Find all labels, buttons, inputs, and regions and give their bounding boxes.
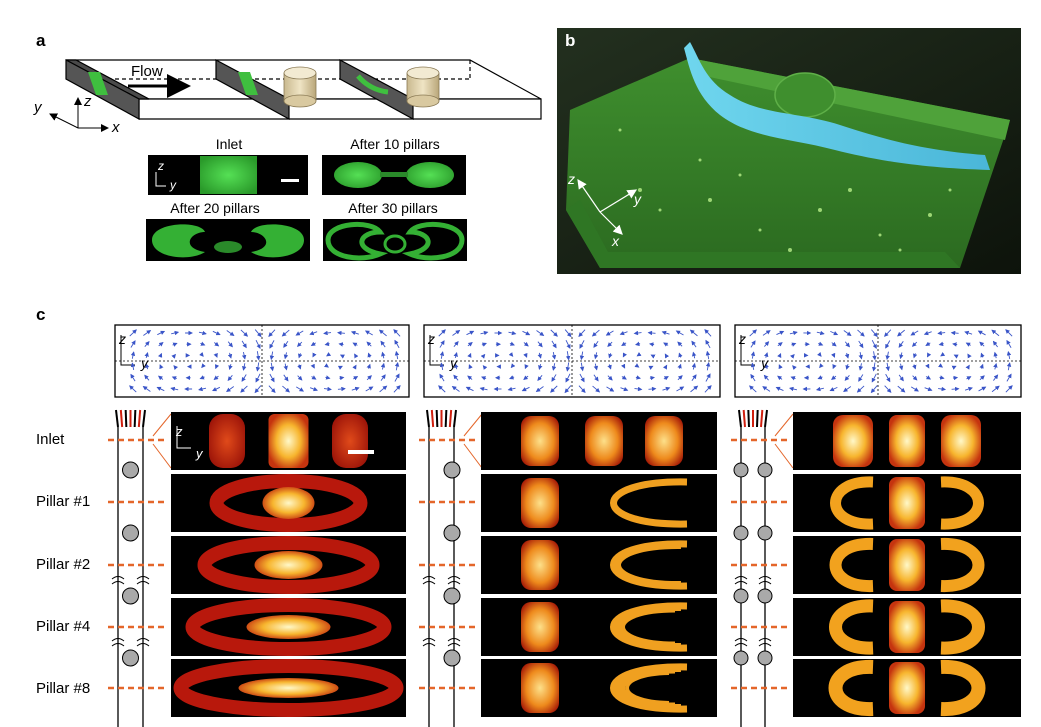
pillar-cylinder <box>406 66 440 108</box>
dye-cross-section <box>171 659 406 717</box>
dye-cross-section <box>481 598 717 656</box>
panel-c-letter: c <box>36 305 45 324</box>
dye-cross-section <box>481 412 717 470</box>
axis-z-label: z <box>118 331 126 347</box>
dye-cross-section <box>793 659 1021 717</box>
scale-bar <box>348 450 374 454</box>
axis-x-label: x <box>111 119 120 136</box>
axis-z-label: z <box>83 93 92 110</box>
velocity-field-plot <box>423 324 721 398</box>
dye-cross-section <box>171 412 406 470</box>
panel-b-letter: b <box>565 31 575 50</box>
inset-title: After 20 pillars <box>170 200 259 216</box>
channel-side-view <box>731 409 794 727</box>
axes-triad-b <box>577 179 638 235</box>
row-label: Inlet <box>36 431 65 448</box>
dye-cross-section <box>793 474 1021 532</box>
axis-y-label: y <box>140 355 149 371</box>
inset-inlet <box>148 155 308 195</box>
axis-x-label: x <box>611 233 620 249</box>
panel-b-3d-render <box>557 28 1021 274</box>
dye-cross-section <box>481 536 717 594</box>
velocity-field-plot <box>734 324 1022 398</box>
axis-z-label: z <box>738 331 746 347</box>
inset-axis-z: z <box>157 159 164 173</box>
row-label: Pillar #8 <box>36 680 90 697</box>
dye-cross-section <box>793 598 1021 656</box>
axis-z-label: z <box>427 331 435 347</box>
axis-y-label: y <box>195 446 204 461</box>
channel-side-view <box>419 409 483 727</box>
axis-y-label: y <box>449 355 458 371</box>
axis-z-label: z <box>567 171 575 187</box>
inset-axis-y: y <box>169 178 177 192</box>
row-label: Pillar #4 <box>36 618 90 635</box>
row-label: Pillar #1 <box>36 493 90 510</box>
panel-a-letter: a <box>36 31 46 50</box>
dye-cross-section <box>481 474 717 532</box>
dye-cross-section <box>793 536 1021 594</box>
dye-cross-section <box>171 536 406 594</box>
axis-y-label: y <box>760 355 769 371</box>
dye-cross-section <box>481 659 717 717</box>
dye-cross-section <box>171 474 406 532</box>
velocity-field-plot <box>114 324 410 398</box>
inset-after-10-pillars <box>322 155 466 195</box>
inset-title: After 30 pillars <box>348 200 437 216</box>
row-label: Pillar #2 <box>36 556 90 573</box>
axis-y-label: y <box>33 99 43 116</box>
inset-after-30-pillars <box>323 219 467 261</box>
inset-title: Inlet <box>216 136 243 152</box>
axes-triad-a <box>49 97 109 132</box>
dye-cross-section <box>793 412 1021 470</box>
dye-cross-section <box>171 598 406 656</box>
axis-z-label: z <box>175 424 183 439</box>
channel-side-view <box>108 409 172 727</box>
inset-after-20-pillars <box>146 219 310 261</box>
axis-y-label: y <box>633 191 642 207</box>
pillar-cylinder <box>283 66 317 108</box>
flow-label: Flow <box>131 63 163 80</box>
scale-bar <box>281 179 299 182</box>
inset-title: After 10 pillars <box>350 136 439 152</box>
